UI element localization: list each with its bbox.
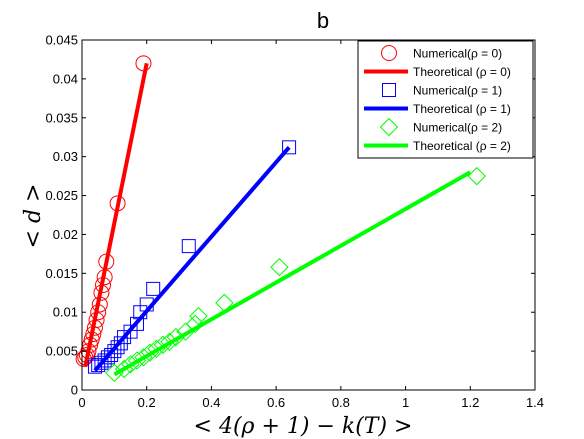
data-point-square [146, 281, 161, 296]
x-tick-label: 1.2 [461, 395, 479, 410]
y-tick-label: 0.035 [45, 110, 78, 125]
y-tick-label: 0 [71, 383, 78, 398]
x-tick-label: 1 [402, 395, 409, 410]
legend-label: Theoretical (ρ = 1) [413, 102, 511, 116]
x-tick-label: 0.6 [267, 395, 285, 410]
legend-label: Theoretical (ρ = 0) [413, 65, 511, 79]
data-point-square [282, 140, 297, 155]
y-tick-label: 0.04 [53, 71, 78, 86]
legend-marker-square [382, 83, 396, 97]
theoretical-line-5 [113, 170, 472, 377]
x-tick-label: 0.8 [332, 395, 350, 410]
legend: Numerical(ρ = 0) Theoretical (ρ = 0) Numer… [357, 40, 534, 159]
x-tick-label: 1.4 [526, 395, 544, 410]
y-axis-label: < d > [21, 184, 46, 249]
data-point-diamond [270, 257, 289, 277]
y-tick-label: 0.025 [45, 188, 78, 203]
y-tick-label: 0.045 [45, 33, 78, 48]
plot-area [75, 55, 486, 383]
x-axis-label: < 4(ρ + 1) − k(T) > [194, 414, 413, 439]
theoretical-line-3 [93, 146, 291, 372]
chart-title: b [317, 8, 329, 33]
axes-box [81, 39, 536, 391]
y-tick-label: 0.03 [53, 149, 78, 164]
data-point-square [130, 316, 145, 331]
data-point-diamond [467, 166, 486, 186]
x-tick-label: 0.4 [202, 395, 220, 410]
axes: 0 0.2 0.4 0.6 0.8 1 1.2 1.4 0 0.005 0.01 0.015 0.02 0… [45, 33, 544, 411]
y-tick-label: 0.01 [53, 305, 78, 320]
data-point-square [181, 239, 196, 254]
legend-label: Theoretical (ρ = 2) [413, 139, 511, 153]
x-tick-label: 0.2 [138, 395, 156, 410]
legend-marker-circle [381, 45, 397, 61]
legend-marker-diamond [379, 117, 399, 137]
data-point-diamond [186, 314, 205, 334]
legend-label: Numerical(ρ = 0) [413, 47, 502, 61]
y-tick-label: 0.015 [45, 266, 78, 281]
x-tick-label: 0 [78, 395, 85, 410]
data-point-circle [135, 55, 152, 72]
y-tick-label: 0.005 [45, 344, 78, 359]
legend-label: Numerical(ρ = 1) [413, 84, 502, 98]
theoretical-line-1 [83, 62, 149, 368]
y-tick-label: 0.02 [53, 227, 78, 242]
legend-label: Numerical(ρ = 2) [413, 121, 502, 135]
